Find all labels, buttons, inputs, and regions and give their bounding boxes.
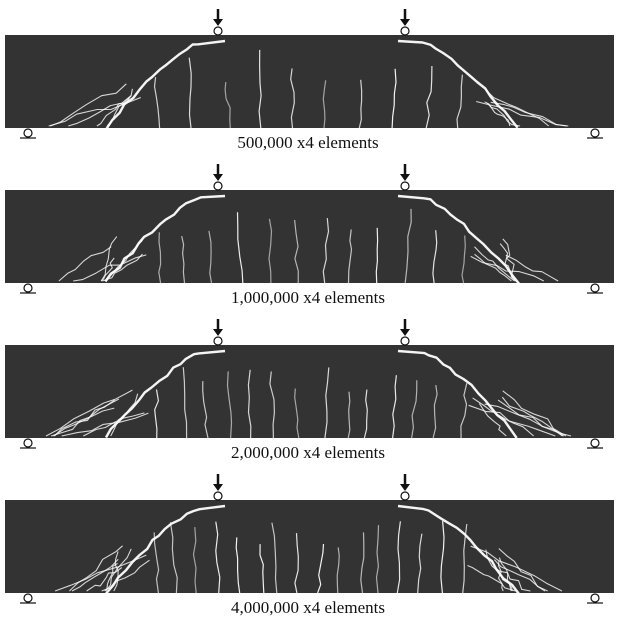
caption: 4,000,000 x4 elements [231, 598, 385, 617]
support-roller [591, 284, 599, 292]
load-roller [214, 27, 222, 35]
load-roller [401, 182, 409, 190]
caption: 500,000 x4 elements [237, 133, 378, 152]
load-arrow-head [400, 174, 410, 181]
load-arrow-head [213, 174, 223, 181]
beam [5, 345, 614, 438]
load-arrow-head [213, 329, 223, 336]
load-roller [214, 337, 222, 345]
support-roller [591, 594, 599, 602]
load-roller [214, 182, 222, 190]
support-roller [24, 284, 32, 292]
beam-panel: 4,000,000 x4 elements [5, 474, 614, 617]
beam-panel: 1,000,000 x4 elements [5, 164, 614, 307]
figure: 500,000 x4 elements 1,000,000 x4 elements… [0, 0, 617, 622]
load-roller [401, 492, 409, 500]
beam-panel: 500,000 x4 elements [5, 9, 614, 152]
caption: 1,000,000 x4 elements [231, 288, 385, 307]
load-roller [214, 492, 222, 500]
load-arrow-head [400, 329, 410, 336]
support-roller [24, 594, 32, 602]
load-arrow-head [400, 19, 410, 26]
load-roller [401, 337, 409, 345]
caption: 2,000,000 x4 elements [231, 443, 385, 462]
support-roller [591, 439, 599, 447]
load-arrow-head [213, 19, 223, 26]
beam-panel: 2,000,000 x4 elements [5, 319, 614, 462]
support-roller [591, 129, 599, 137]
support-roller [24, 439, 32, 447]
load-roller [401, 27, 409, 35]
load-arrow-head [400, 484, 410, 491]
beam [5, 190, 614, 283]
load-arrow-head [213, 484, 223, 491]
support-roller [24, 129, 32, 137]
beam [5, 500, 614, 593]
